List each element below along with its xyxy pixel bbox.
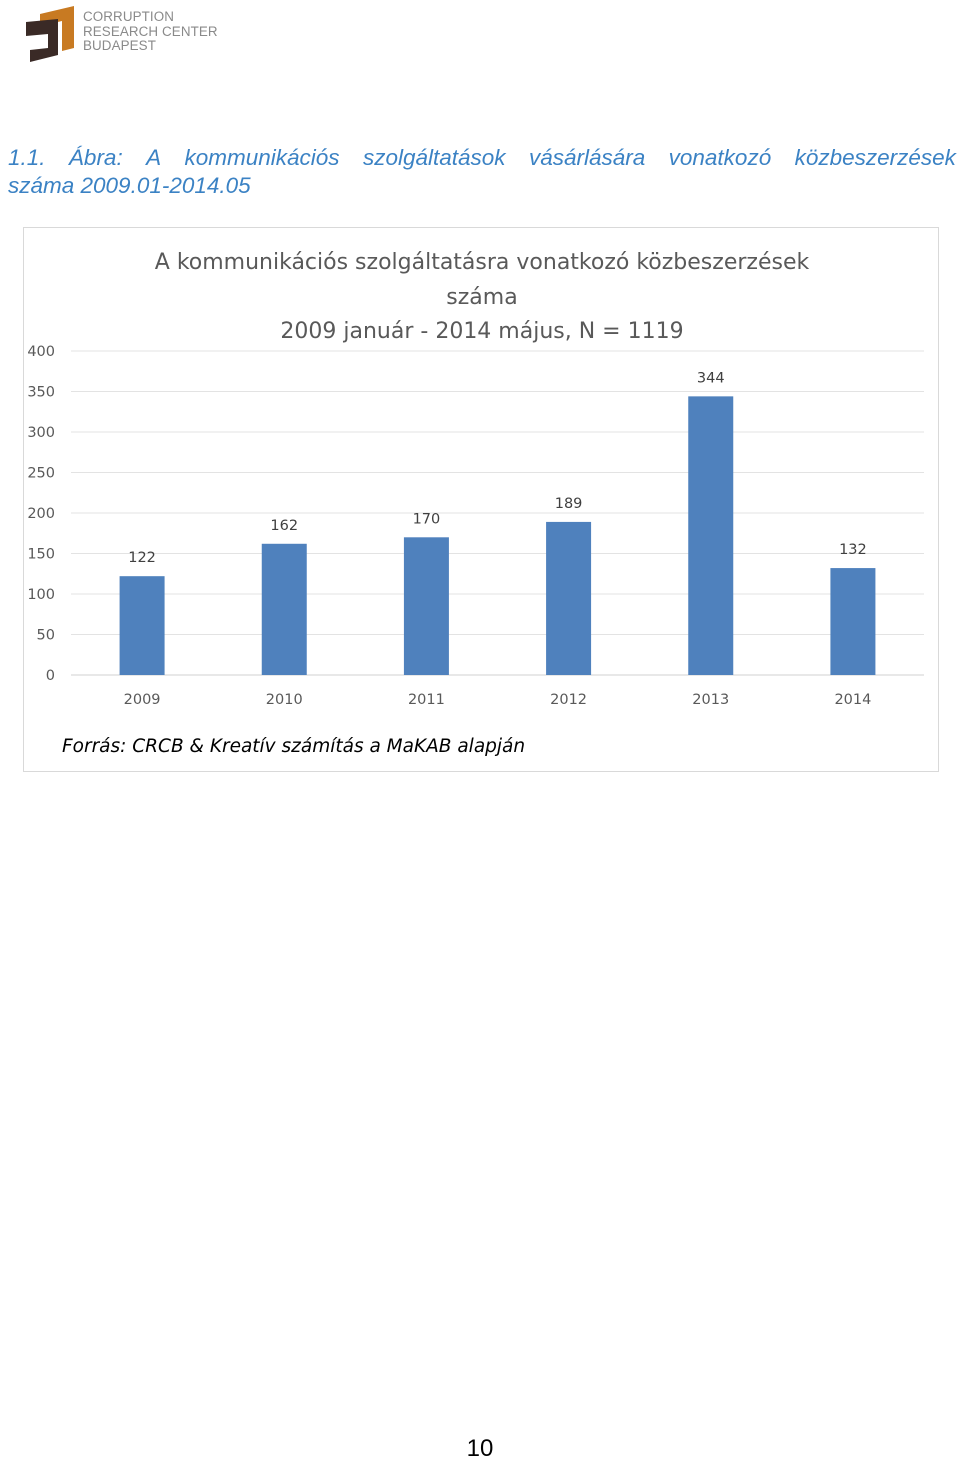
y-tick-label: 150 [27,547,55,563]
chart-title-line3: 2009 január - 2014 május, N = 1119 [280,319,684,344]
bar [261,543,307,675]
source-note: Forrás: CRCB & Kreatív számítás a MaKAB … [62,736,526,757]
y-tick-label: 100 [27,587,55,603]
caption-word: A [146,145,162,170]
page-number: 10 [466,1435,494,1462]
bar [403,537,449,675]
x-tick-label: 2010 [266,692,303,708]
figure-caption-line2: száma 2009.01-2014.05 [8,173,251,198]
data-label: 122 [128,550,156,566]
figure-caption: 1.1. Ábra: A kommunikációs szolgáltatáso… [8,144,956,200]
caption-word: vonatkozó [668,145,772,170]
crcb-logo-mark [26,6,74,62]
y-tick-label: 250 [27,466,55,482]
bar [119,576,165,675]
x-tick-label: 2012 [550,692,587,708]
data-label: 170 [413,511,441,527]
x-tick-label: 2011 [408,692,445,708]
x-tick-label: 2014 [834,692,871,708]
data-label: 132 [839,542,867,558]
bar [688,396,734,675]
logo-text-line2: RESEARCH CENTER [83,23,218,39]
data-label: 344 [697,370,725,386]
data-label: 189 [555,496,583,512]
bar [830,568,876,675]
chart-title-line1: A kommunikációs szolgáltatásra vonatkozó… [154,250,810,275]
bar [546,521,592,675]
y-tick-label: 350 [27,385,55,401]
caption-word: közbeszerzések [794,145,956,170]
bar-chart-plot: 0 50 100 150 200 250 300 350 400 122 2009 162 2010 17… [27,344,924,708]
figure-caption-line1: 1.1. Ábra: A kommunikációs szolgáltatáso… [8,144,956,172]
x-tick-label: 2013 [692,692,729,708]
caption-word: vásárlására [528,145,646,170]
caption-word: kommunikációs [184,145,340,170]
y-tick-label: 0 [46,668,55,684]
logo-text-line3: BUDAPEST [83,38,156,53]
data-label: 162 [270,518,298,534]
y-tick-label: 400 [27,344,55,360]
caption-word: szolgáltatások [362,145,506,170]
chart-title-line2: száma [446,284,518,310]
y-tick-label: 300 [27,425,55,441]
chart-title: A kommunikációs szolgáltatásra vonatkozó… [24,246,940,350]
crcb-logo: CORRUPTION RESEARCH CENTER BUDAPEST [26,6,226,64]
y-tick-label: 200 [27,506,55,522]
crcb-logo-text: CORRUPTION RESEARCH CENTER BUDAPEST [83,9,218,54]
x-tick-label: 2009 [124,692,161,708]
caption-word: 1.1. [8,145,46,170]
y-tick-label: 50 [37,628,55,644]
logo-text-line1: CORRUPTION [83,9,175,24]
caption-word: Ábra: [68,145,123,170]
chart-frame: A kommunikációs szolgáltatásra vonatkozó… [23,227,939,772]
